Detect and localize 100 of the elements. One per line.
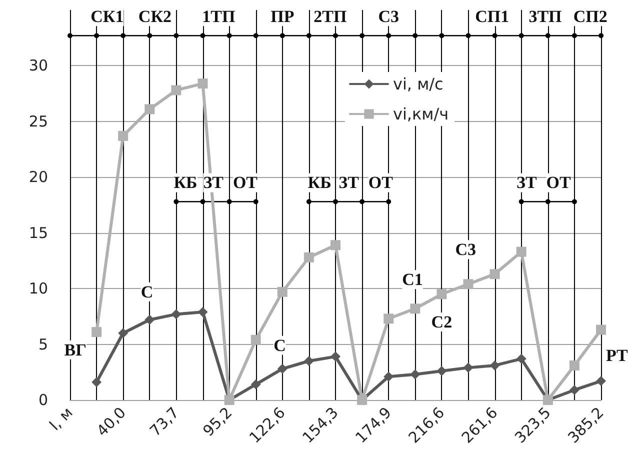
point [596, 324, 606, 335]
legend-label: vi, м/с [393, 74, 444, 94]
point [330, 240, 340, 250]
annotation: 1ТП [202, 7, 236, 26]
point [518, 33, 524, 38]
point [410, 304, 420, 314]
point [120, 33, 126, 38]
annotation: ПР [270, 7, 294, 26]
point [253, 199, 258, 204]
point [572, 33, 577, 38]
text: РТ [606, 346, 629, 365]
point [384, 372, 394, 382]
annotation: КБ [308, 173, 332, 192]
point [569, 384, 580, 395]
point [516, 246, 526, 257]
point [92, 327, 102, 338]
point [436, 289, 447, 300]
y-tick-label: 15 [28, 224, 48, 242]
point [226, 33, 232, 38]
point [200, 199, 206, 204]
point [386, 199, 392, 204]
x-tick-label: l, м [46, 404, 76, 434]
annotation: С [274, 336, 286, 355]
point [304, 356, 314, 366]
point [412, 33, 418, 38]
point [226, 199, 232, 204]
annotation: ОТ [546, 173, 572, 192]
annotation: С [140, 282, 154, 302]
annotation: 2ТП [314, 7, 347, 26]
point [118, 130, 128, 141]
point [306, 33, 312, 38]
point [171, 309, 182, 320]
annotation: КБ [174, 173, 198, 192]
annotation: ОТ [232, 173, 258, 192]
point [171, 85, 182, 96]
point [333, 199, 338, 204]
point [466, 33, 471, 38]
y-tick-label: 30 [28, 56, 48, 75]
point [386, 33, 392, 38]
annotation: СК1 [90, 7, 124, 26]
point [304, 252, 314, 262]
point [174, 199, 179, 204]
annotation: С3 [378, 7, 399, 26]
annotation: ВГ [64, 340, 86, 360]
point [436, 366, 447, 376]
point [360, 199, 365, 204]
point [144, 314, 155, 325]
point [277, 286, 288, 297]
y-tick-label: 10 [28, 280, 48, 298]
annotation: ЗТ [516, 173, 538, 192]
point [463, 362, 474, 373]
point [545, 33, 550, 38]
annotation: 3ТП [528, 7, 562, 26]
y-tick-label: 20 [28, 168, 48, 186]
point [277, 364, 288, 374]
point [463, 279, 474, 290]
point [516, 354, 526, 364]
point [280, 33, 285, 38]
point [333, 33, 338, 38]
annotation: СК2 [138, 7, 172, 26]
point [360, 33, 365, 38]
annotation: ОТ [368, 173, 394, 192]
point [68, 33, 72, 38]
point [118, 328, 128, 338]
annotation: СП2 [573, 7, 608, 26]
point [92, 377, 102, 388]
legend-label: vi,км/ч [393, 104, 449, 124]
point [330, 352, 340, 362]
point [490, 360, 500, 370]
annotation: С3 [455, 240, 476, 260]
point [518, 199, 524, 204]
point [596, 376, 606, 386]
point [572, 199, 577, 204]
point [250, 334, 261, 345]
point [200, 33, 206, 38]
point [598, 33, 604, 38]
annotation: ЗТ [203, 173, 224, 192]
point [490, 269, 500, 280]
annotation: С1 [402, 270, 423, 290]
point [147, 33, 152, 38]
point [410, 369, 420, 380]
point [545, 199, 550, 204]
point [492, 33, 498, 38]
point [144, 104, 155, 114]
annotation: ЗТ [338, 173, 360, 192]
point [439, 33, 444, 38]
annotation: С2 [431, 312, 452, 332]
y-tick-label: 5 [38, 335, 48, 354]
point [174, 33, 179, 38]
point [569, 360, 580, 370]
point [253, 33, 258, 38]
point [250, 379, 261, 390]
y-tick-label: 25 [28, 112, 48, 130]
point [198, 78, 208, 89]
point [198, 306, 208, 317]
point [306, 199, 312, 204]
y-tick-label: 0 [38, 391, 48, 409]
point [384, 314, 394, 324]
annotation: СП1 [475, 7, 510, 26]
point [94, 33, 100, 38]
